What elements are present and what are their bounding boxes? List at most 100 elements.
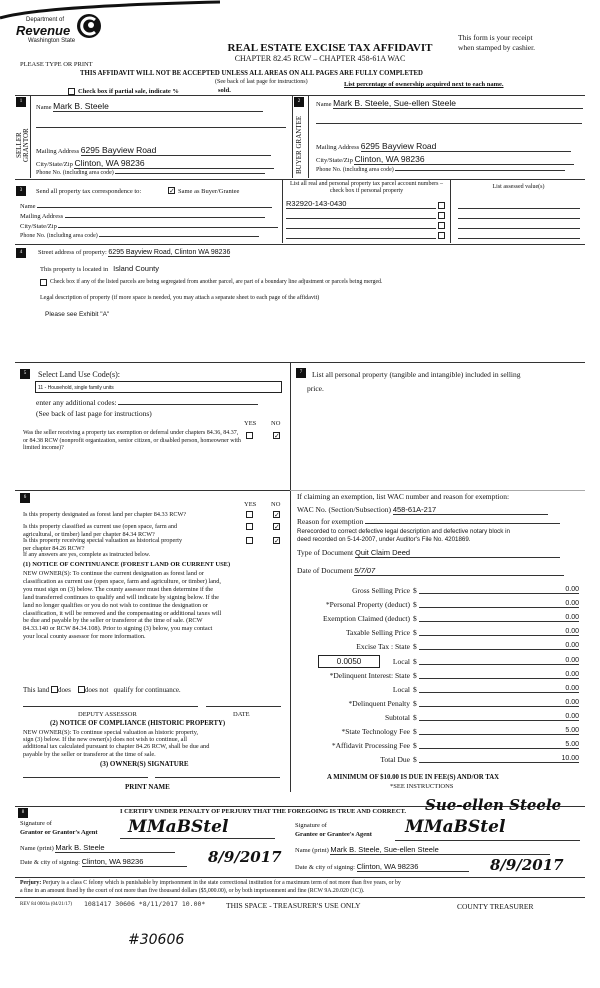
perjury-certification: I CERTIFY UNDER PENALTY OF PERJURY THAT … <box>120 808 407 815</box>
buyer-phone-field[interactable]: Phone No. (including area code) <box>316 167 566 173</box>
no-checkbox[interactable]: ✓ <box>273 523 280 531</box>
no-checkbox[interactable]: ✓ <box>273 432 280 440</box>
fee-value[interactable]: 0.00 <box>419 657 579 665</box>
section-number: 7 <box>296 368 306 378</box>
correspondence-phone-field[interactable]: Phone No. (including area code) <box>20 233 260 239</box>
seller-address-field[interactable]: Mailing Address 6295 Bayview Road <box>36 145 271 156</box>
buyer-address-field[interactable]: Mailing Address 6295 Bayview Road <box>316 141 571 152</box>
grantor-name-field[interactable]: Name (print) Mark B. Steele <box>20 843 176 853</box>
fee-row: Subtotal $0.00 <box>300 713 585 724</box>
fee-label: Taxable Selling Price <box>345 628 410 638</box>
buyer-grantee-label: BUYER GRANTEE <box>295 115 303 175</box>
seller-city-field[interactable]: City/State/Zip Clinton, WA 98236 <box>36 158 275 169</box>
grantee-name-field[interactable]: Name (print) Mark B. Steele, Sue-ellen S… <box>295 845 551 855</box>
see-back-note: (See back of last page for instructions) <box>36 409 152 418</box>
notice-text: land no longer qualifies or you do not w… <box>23 601 208 609</box>
yes-checkbox[interactable] <box>246 523 253 530</box>
land-use-code-select[interactable]: 11 - Household, single family units <box>35 381 282 393</box>
logo-main: Revenue <box>16 23 71 38</box>
parcel-number-field[interactable] <box>286 209 436 219</box>
fee-value[interactable]: 0.00 <box>419 586 579 594</box>
treasurer-use-label: THIS SPACE - TREASURER'S USE ONLY <box>226 901 361 910</box>
buyer-name-field[interactable]: Name Mark B. Steele, Sue-ellen Steele <box>316 98 584 109</box>
assessed-value-field[interactable] <box>458 218 580 219</box>
yes-checkbox[interactable] <box>246 511 253 518</box>
seller-phone-field[interactable]: Phone No. (including area code) <box>36 170 266 176</box>
correspondence-city-field[interactable]: City/State/Zip <box>20 223 279 230</box>
correspondence-name-field[interactable]: Name <box>20 203 273 210</box>
reason-field[interactable]: Reason for exemption <box>297 517 561 526</box>
yes-header: YES <box>244 501 257 508</box>
parcel-number-field[interactable]: R32920-143-0430 <box>286 199 436 209</box>
grantee-signature[interactable]: MMaBStel <box>405 817 506 837</box>
section-number: 5 <box>20 369 30 379</box>
segregated-label: Check box if any of the listed parcels a… <box>50 279 383 285</box>
notice-compliance-title: (2) NOTICE OF COMPLIANCE (HISTORIC PROPE… <box>50 720 226 727</box>
personal-property-checkbox[interactable] <box>438 202 445 209</box>
personal-property-checkbox[interactable] <box>438 232 445 239</box>
fee-row: Local $0.00 <box>300 685 585 696</box>
local-rate-field[interactable]: 0.0050 <box>318 655 380 668</box>
same-as-buyer-checkbox[interactable]: ✓ <box>168 187 175 195</box>
fee-row: *Personal Property (deduct) $0.00 <box>300 600 585 611</box>
personal-property-checkbox[interactable] <box>438 222 445 229</box>
fee-value[interactable]: 0.00 <box>419 699 579 707</box>
grantor-signature[interactable]: MMaBStel <box>128 817 229 837</box>
yes-checkbox[interactable] <box>246 432 253 439</box>
same-as-buyer-label: Same as Buyer/Grantee <box>178 188 240 195</box>
parcel-number-field[interactable] <box>286 219 436 229</box>
form-title: REAL ESTATE EXCISE TAX AFFIDAVIT <box>227 42 433 54</box>
section-number: 6 <box>20 493 30 503</box>
grantor-date-city-field[interactable]: Date & city of signing: Clinton, WA 9823… <box>20 857 187 867</box>
dollar-sign: $ <box>413 684 417 694</box>
street-address-field[interactable]: Street address of property: 6295 Bayview… <box>38 249 231 257</box>
notice-text: NEW OWNER(S): To continue special valuat… <box>23 729 199 736</box>
fee-row: Gross Selling Price $0.00 <box>300 586 585 597</box>
grantee-agent-label: Grantee or Grantee's Agent <box>295 831 372 838</box>
fee-value[interactable]: 5.00 <box>419 741 579 750</box>
document-date-field[interactable]: Date of Document 5/7/07 <box>297 566 565 576</box>
does-not-checkbox[interactable] <box>77 686 85 693</box>
county-field[interactable]: This property is located in Island Count… <box>40 264 159 273</box>
correspondence-address-field[interactable]: Mailing Address <box>20 213 265 220</box>
fee-value[interactable]: 10.00 <box>419 755 579 764</box>
no-checkbox[interactable]: ✓ <box>273 511 280 519</box>
grantee-signature[interactable]: Sue-ellen Steele <box>425 796 562 814</box>
fee-value[interactable]: 0.00 <box>419 614 579 623</box>
fee-value[interactable]: 0.00 <box>419 685 579 693</box>
parcel-header: List all real and personal property tax … <box>290 181 443 194</box>
handwritten-number: #30606 <box>128 932 185 948</box>
wac-field[interactable]: WAC No. (Section/Subsection) 458-61A-217 <box>297 505 548 515</box>
reason-text: Rerecorded to correct defective legal de… <box>297 528 510 535</box>
segregated-checkbox[interactable] <box>40 279 47 286</box>
exemption-claim-label: If claiming an exemption, list WAC numbe… <box>297 492 510 501</box>
document-type-field[interactable]: Type of Document Quit Claim Deed <box>297 548 561 558</box>
assessed-value-field[interactable] <box>458 228 580 229</box>
fee-value[interactable]: 0.00 <box>419 600 579 609</box>
personal-property-checkbox[interactable] <box>438 212 445 219</box>
additional-codes-field[interactable]: enter any additional codes: <box>36 398 259 407</box>
fee-value[interactable]: 0.00 <box>419 642 579 651</box>
does-checkbox[interactable] <box>51 686 58 693</box>
assessed-value-field[interactable] <box>458 208 580 209</box>
fee-value[interactable]: 0.00 <box>419 671 579 679</box>
yes-checkbox[interactable] <box>246 537 253 544</box>
no-checkbox[interactable]: ✓ <box>273 537 280 545</box>
dollar-sign: $ <box>413 755 417 765</box>
assessed-value-field[interactable] <box>458 238 580 239</box>
grantee-date-city-field[interactable]: Date & city of signing: Clinton, WA 9823… <box>295 862 469 872</box>
fee-value[interactable]: 5.00 <box>419 727 579 735</box>
partial-sale-checkbox[interactable] <box>68 88 75 95</box>
perjury-notice: Perjury: Perjury is a class C felony whi… <box>20 880 401 886</box>
fee-value[interactable]: 0.00 <box>419 628 579 637</box>
department-logo-icon <box>77 14 101 38</box>
parcel-number-field[interactable] <box>286 229 436 239</box>
fee-row: *Delinquent Penalty $0.00 <box>300 699 585 710</box>
section-number: 3 <box>16 186 26 196</box>
legal-description-value[interactable]: Please see Exhibit "A" <box>45 311 110 318</box>
logo-top: Department of <box>26 17 65 23</box>
seller-name-field[interactable]: Name Mark B. Steele <box>36 101 264 112</box>
fee-label: Exemption Claimed (deduct) <box>322 614 410 624</box>
buyer-city-field[interactable]: City/State/Zip Clinton, WA 98236 <box>316 154 575 165</box>
fee-value[interactable]: 0.00 <box>419 713 579 721</box>
